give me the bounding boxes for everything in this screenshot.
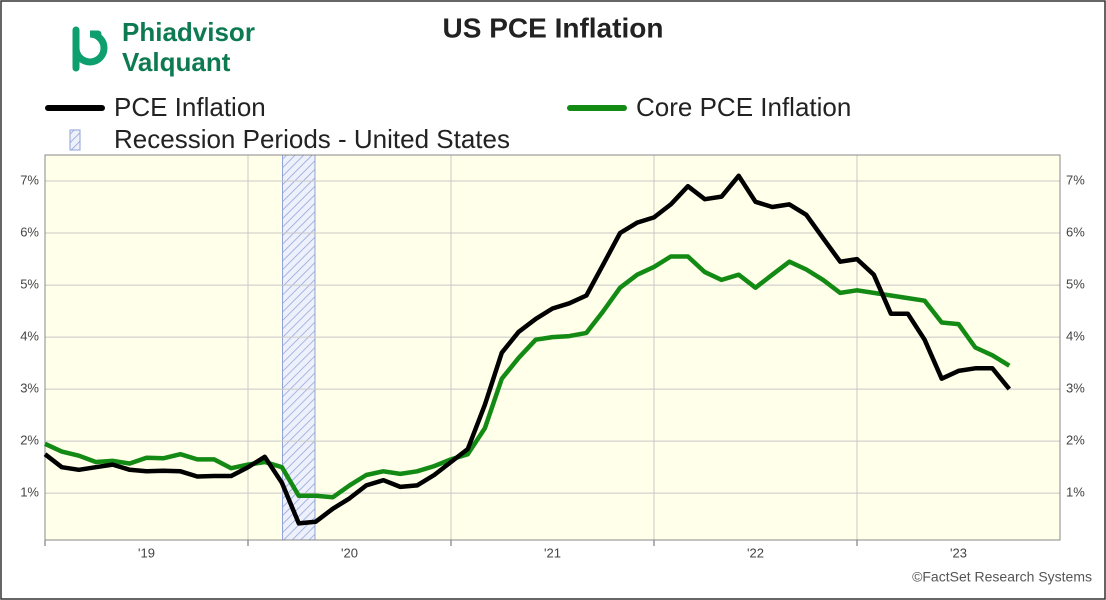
series-line (44, 254, 1011, 500)
x-tick-label: '21 (544, 545, 561, 560)
y2-tick-label: 2% (1066, 433, 1085, 448)
x-tick-label: '20 (341, 545, 358, 560)
x-tick-label: '22 (747, 545, 764, 560)
y-tick-label: 3% (20, 381, 39, 396)
y-tick-label: 7% (20, 172, 39, 187)
x-tick-label: '23 (950, 545, 967, 560)
y2-tick-label: 7% (1066, 172, 1085, 187)
chart-title: US PCE Inflation (443, 12, 664, 43)
plot-area (44, 154, 1061, 541)
legend-label: PCE Inflation (114, 92, 266, 122)
y2-tick-label: 4% (1066, 329, 1085, 344)
y2-tick-label: 1% (1066, 485, 1085, 500)
y-tick-label: 4% (20, 329, 39, 344)
y-tick-label: 1% (20, 485, 39, 500)
x-tick-label: '19 (138, 545, 155, 560)
y2-tick-label: 6% (1066, 224, 1085, 239)
y-tick-label: 6% (20, 224, 39, 239)
legend-label: Core PCE Inflation (636, 92, 851, 122)
y2-tick-label: 3% (1066, 381, 1085, 396)
logo-text: Phiadvisor (122, 17, 255, 47)
y2-tick-label: 5% (1066, 277, 1085, 292)
source: ©FactSet Research Systems (912, 569, 1092, 585)
legend-swatch (69, 129, 81, 151)
recession-band (282, 154, 316, 541)
y-tick-label: 5% (20, 277, 39, 292)
series-line (43, 173, 1012, 526)
y-tick-label: 2% (20, 433, 39, 448)
logo-icon (72, 26, 108, 72)
legend-label: Recession Periods - United States (114, 124, 510, 154)
plot-border (44, 154, 1061, 541)
logo-text: Valquant (122, 47, 231, 77)
